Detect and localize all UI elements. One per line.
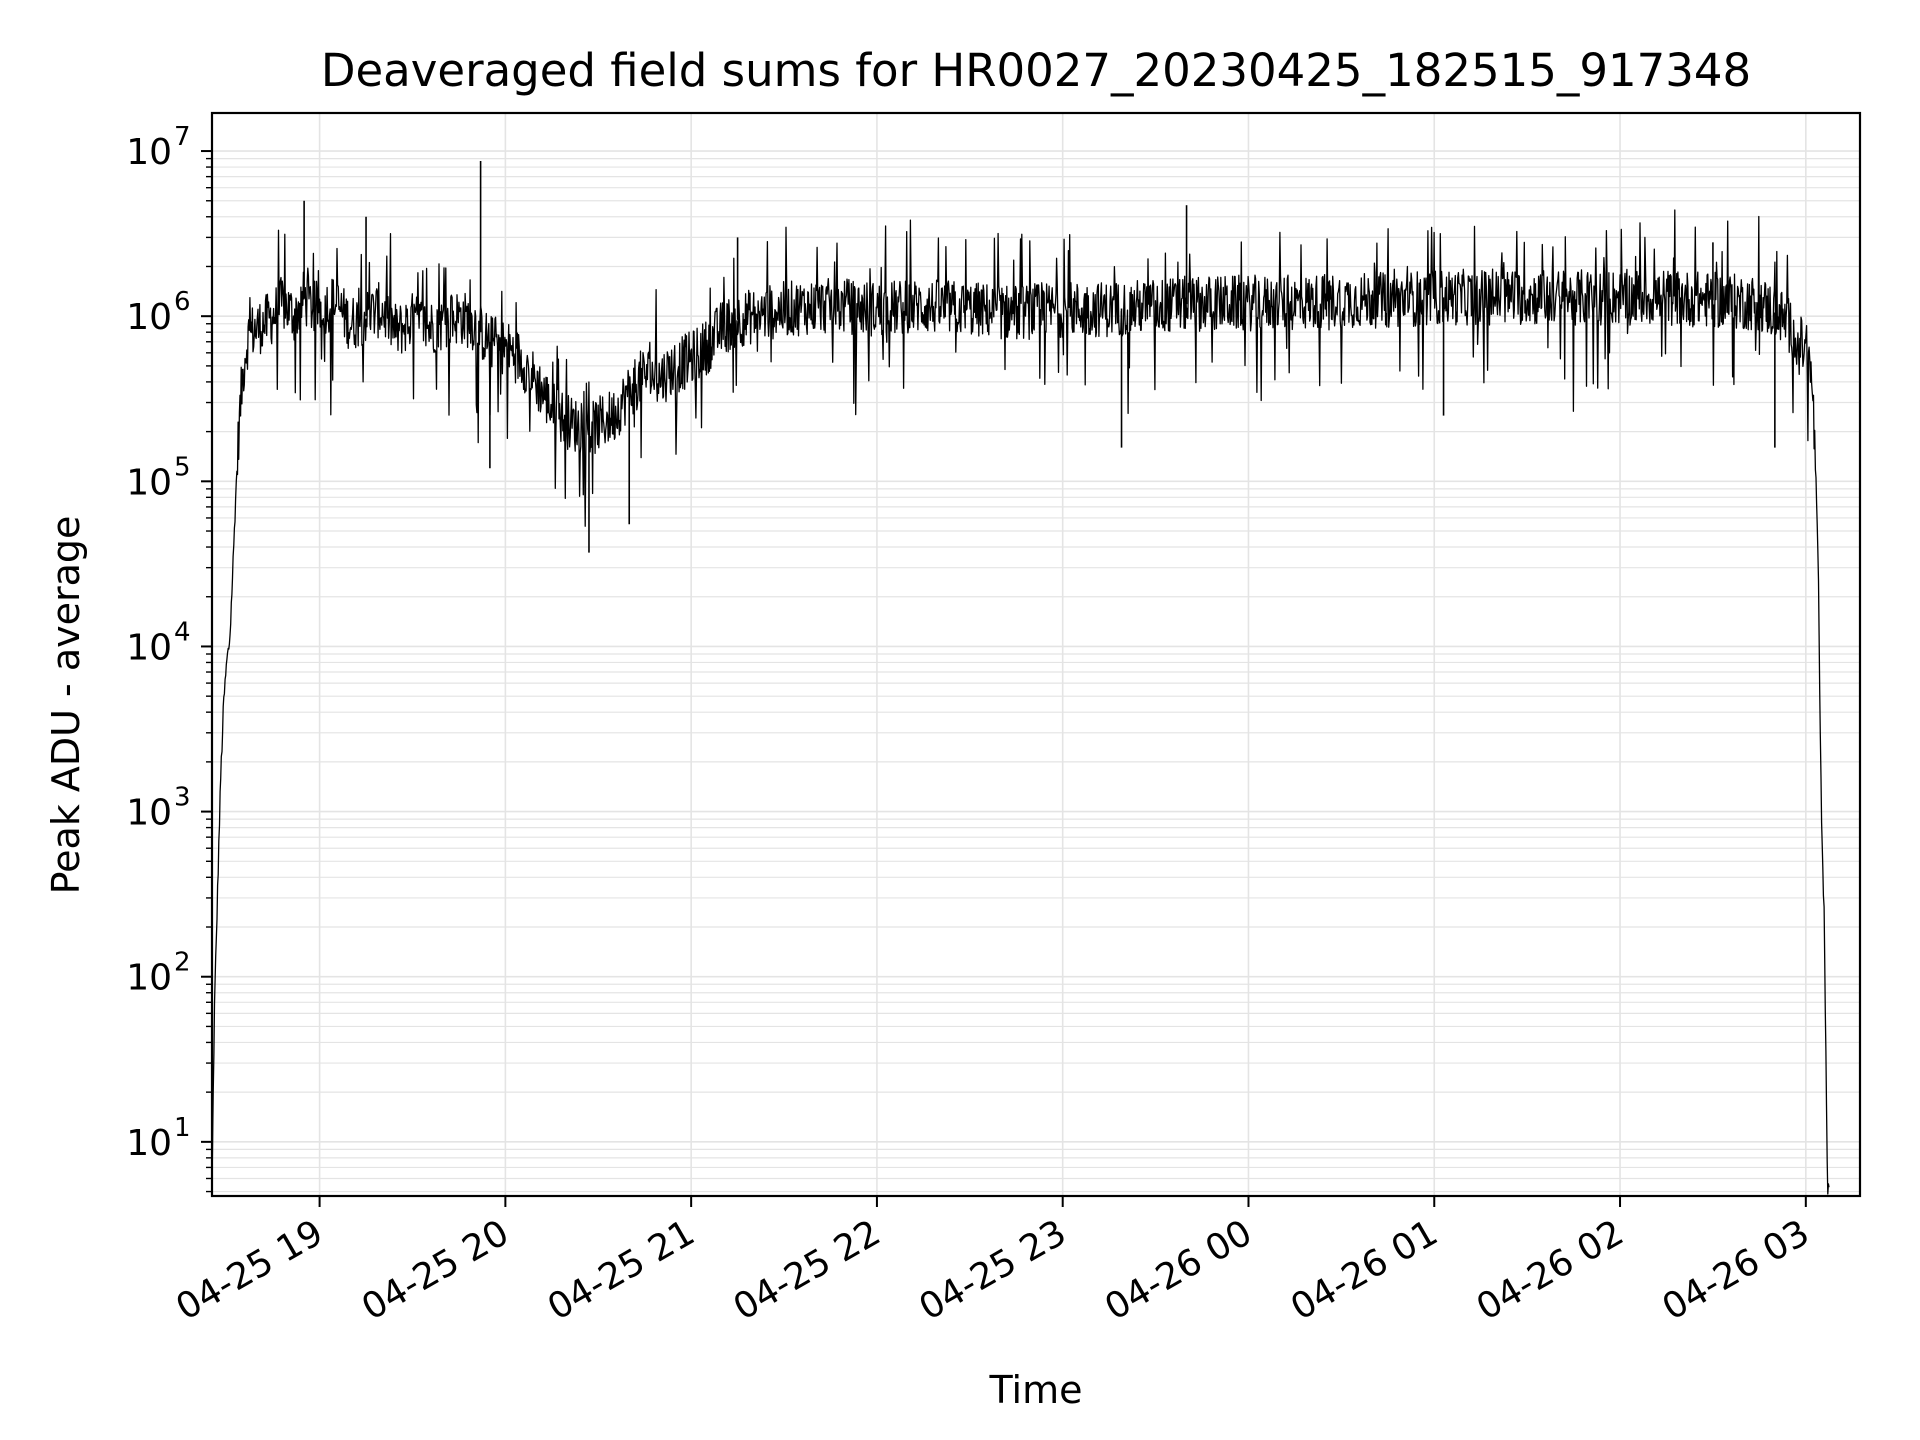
series-line [211, 209, 1830, 1195]
y-tick-label: 10 [126, 627, 172, 668]
x-tick-label: 04-25 23 [913, 1212, 1074, 1328]
x-tick-label: 04-25 22 [727, 1212, 888, 1328]
x-tick-label: 04-25 20 [355, 1212, 516, 1328]
y-tick-label: 10 [126, 958, 172, 999]
series-layer [211, 161, 1830, 1195]
x-tick-label: 04-25 19 [169, 1212, 330, 1328]
x-tick-label: 04-26 01 [1284, 1212, 1445, 1328]
grid-layer [212, 113, 1860, 1196]
y-tick-label: 10 [126, 462, 172, 503]
x-tick-label: 04-26 03 [1656, 1212, 1817, 1328]
y-tick-label: 10 [126, 132, 172, 173]
x-tick-label: 04-26 00 [1098, 1212, 1259, 1328]
x-tick-label: 04-25 21 [541, 1212, 702, 1328]
y-tick-exponent: 6 [174, 287, 191, 317]
y-tick-label: 10 [126, 1123, 172, 1164]
y-tick-exponent: 4 [174, 617, 191, 647]
y-tick-label: 10 [126, 297, 172, 338]
y-tick-label: 10 [126, 793, 172, 834]
y-tick-exponent: 3 [174, 783, 191, 813]
chart-title: Deaveraged field sums for HR0027_2023042… [320, 44, 1752, 97]
y-tick-exponent: 1 [174, 1113, 191, 1143]
y-tick-exponent: 5 [174, 452, 191, 482]
x-axis-label: Time [989, 1368, 1083, 1412]
x-tick-label: 04-26 02 [1470, 1212, 1631, 1328]
y-tick-exponent: 7 [174, 122, 191, 152]
y-tick-exponent: 2 [174, 948, 191, 978]
